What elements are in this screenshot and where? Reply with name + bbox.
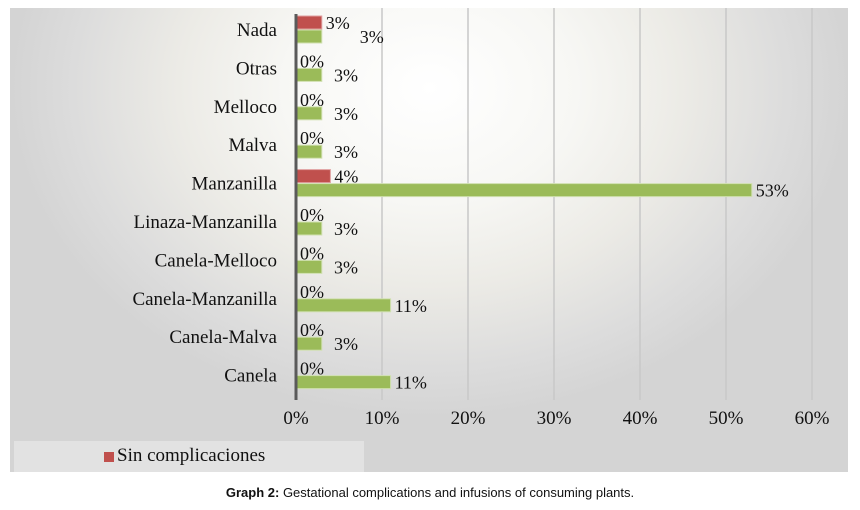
category-label: Canela: [224, 366, 277, 387]
data-label: 0%: [300, 282, 324, 302]
x-tick-label: 20%: [451, 408, 486, 429]
caption-label: Graph 2:: [225, 485, 280, 500]
category-label: Canela-Melloco: [155, 250, 277, 271]
bar-chart: 0% 10% 20% 30% 40% 50% 60%Nada 3%3%Otras 0%3%Mel…: [132, 8, 830, 429]
bar-series-2: [295, 259, 323, 274]
bar-series-2: [295, 183, 753, 198]
data-label: 53%: [756, 181, 789, 201]
data-label: 0%: [300, 320, 324, 340]
data-label: 11%: [395, 296, 427, 316]
category-label: Melloco: [214, 97, 277, 118]
bar-series-2: [295, 67, 323, 82]
x-tick-label: 0%: [283, 408, 309, 429]
bar-series-2: [295, 144, 323, 159]
bar-sin-complicaciones: [295, 169, 331, 184]
data-label: 3%: [334, 257, 358, 277]
data-label: 3%: [334, 219, 358, 239]
data-label: 11%: [395, 373, 427, 393]
bar-sin-complicaciones: [295, 15, 323, 30]
category-label: Manzanilla: [192, 174, 278, 195]
data-label: 3%: [334, 334, 358, 354]
bar-series-2: [295, 375, 392, 390]
data-label: 3%: [360, 27, 384, 47]
bar-series-2: [295, 298, 392, 313]
bar-series-2: [295, 29, 323, 44]
x-tick-label: 50%: [709, 408, 744, 429]
category-label: Otras: [236, 58, 277, 79]
x-tick-label: 40%: [623, 408, 658, 429]
category-label: Linaza-Manzanilla: [134, 212, 278, 233]
data-label: 3%: [326, 13, 350, 33]
category-label: Canela-Malva: [169, 327, 277, 348]
data-label: 0%: [300, 51, 324, 71]
bar-series-2: [295, 336, 323, 351]
legend-swatch-sin-complicaciones: [104, 452, 114, 462]
data-label: 3%: [334, 142, 358, 162]
category-label: Malva: [228, 135, 277, 156]
category-label: Canela-Manzanilla: [132, 289, 277, 310]
chart-frame: [10, 8, 848, 472]
x-tick-label: 30%: [537, 408, 572, 429]
data-label: 3%: [334, 65, 358, 85]
data-label: 0%: [300, 243, 324, 263]
caption-text: Gestational complications and infusions …: [279, 485, 635, 500]
data-label: 0%: [300, 90, 324, 110]
bar-series-2: [295, 221, 323, 236]
legend-label: Sin complicaciones: [117, 445, 266, 466]
data-label: 4%: [334, 167, 358, 187]
data-label: 0%: [300, 205, 324, 225]
bar-series-2: [295, 106, 323, 121]
legend: Sin complicaciones: [14, 441, 364, 472]
x-tick-label: 10%: [365, 408, 400, 429]
x-tick-label: 60%: [795, 408, 830, 429]
data-label: 0%: [300, 128, 324, 148]
figure-caption: Graph 2: Gestational complications and i…: [0, 485, 860, 500]
data-label: 0%: [300, 359, 324, 379]
data-label: 3%: [334, 104, 358, 124]
category-label: Nada: [237, 20, 278, 41]
